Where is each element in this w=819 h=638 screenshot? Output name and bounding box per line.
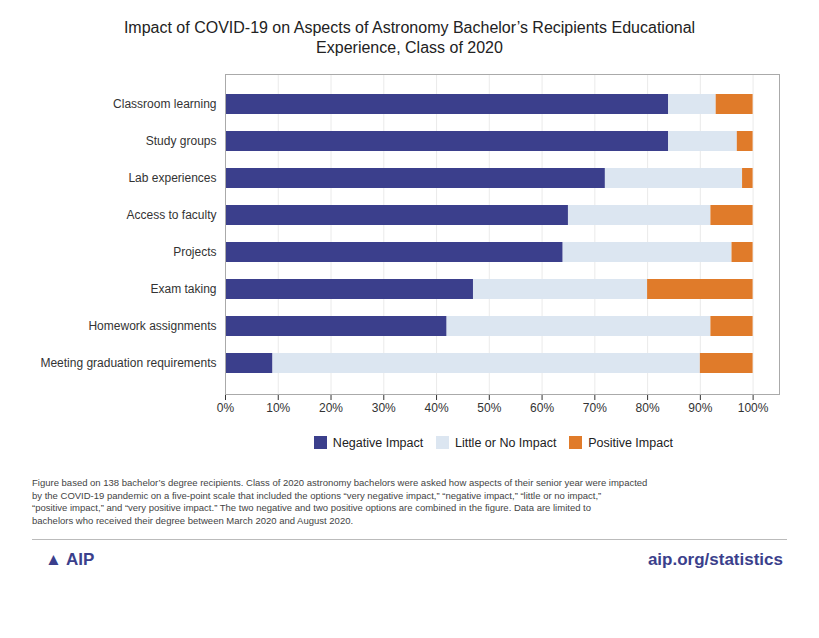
svg-text:0%: 0% (217, 401, 235, 415)
html-text:aip.org/statistics: aip.org/statistics (647, 550, 783, 570)
svg-text:50%: 50% (477, 401, 501, 415)
svg-text:70%: 70% (583, 401, 607, 415)
svg-text:Access to faculty: Access to faculty (126, 208, 216, 222)
html-text:Impact of COVID-19 on Aspects: Impact of COVID-19 on Aspects of Astrono… (123, 19, 696, 56)
html-text:▲ AIP: ▲ AIP (45, 550, 95, 570)
svg-text:Exam taking: Exam taking (150, 282, 216, 296)
svg-text:20%: 20% (319, 401, 343, 415)
svg-text:80%: 80% (636, 401, 660, 415)
html-text:Negative Impact: Negative Impact (332, 435, 424, 450)
svg-text:Meeting graduation requirement: Meeting graduation requirements (40, 356, 216, 370)
svg-text:40%: 40% (425, 401, 449, 415)
html-text:Positive Impact: Positive Impact (588, 435, 673, 450)
svg-text:10%: 10% (266, 401, 290, 415)
svg-text:100%: 100% (738, 401, 769, 415)
svg-text:90%: 90% (688, 401, 712, 415)
html-text:Little or No Impact: Little or No Impact (454, 435, 557, 450)
svg-text:Homework assignments: Homework assignments (88, 319, 216, 333)
svg-text:30%: 30% (372, 401, 396, 415)
svg-text:60%: 60% (530, 401, 554, 415)
svg-text:Study groups: Study groups (146, 134, 217, 148)
svg-text:Classroom learning: Classroom learning (113, 97, 216, 111)
svg-text:Projects: Projects (173, 245, 216, 259)
svg-text:Lab experiences: Lab experiences (128, 171, 216, 185)
html-text:Figure based on 138 bachelor’s: Figure based on 138 bachelor’s degree re… (32, 477, 648, 526)
